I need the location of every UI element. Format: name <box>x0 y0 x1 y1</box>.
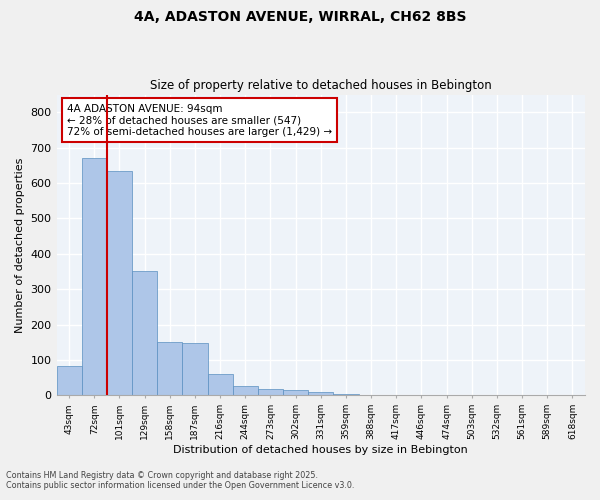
Text: 4A ADASTON AVENUE: 94sqm
← 28% of detached houses are smaller (547)
72% of semi-: 4A ADASTON AVENUE: 94sqm ← 28% of detach… <box>67 104 332 137</box>
Text: Contains HM Land Registry data © Crown copyright and database right 2025.
Contai: Contains HM Land Registry data © Crown c… <box>6 470 355 490</box>
Bar <box>208 374 233 396</box>
Bar <box>132 271 157 396</box>
Bar <box>107 172 132 396</box>
Bar <box>258 388 283 396</box>
Bar <box>56 366 82 396</box>
Bar <box>233 386 258 396</box>
Bar <box>182 343 208 396</box>
Bar <box>157 342 182 396</box>
Bar <box>383 394 409 396</box>
X-axis label: Distribution of detached houses by size in Bebington: Distribution of detached houses by size … <box>173 445 468 455</box>
Bar <box>283 390 308 396</box>
Title: Size of property relative to detached houses in Bebington: Size of property relative to detached ho… <box>150 79 491 92</box>
Bar <box>308 392 334 396</box>
Bar <box>334 394 359 396</box>
Y-axis label: Number of detached properties: Number of detached properties <box>15 158 25 332</box>
Text: 4A, ADASTON AVENUE, WIRRAL, CH62 8BS: 4A, ADASTON AVENUE, WIRRAL, CH62 8BS <box>134 10 466 24</box>
Bar <box>82 158 107 396</box>
